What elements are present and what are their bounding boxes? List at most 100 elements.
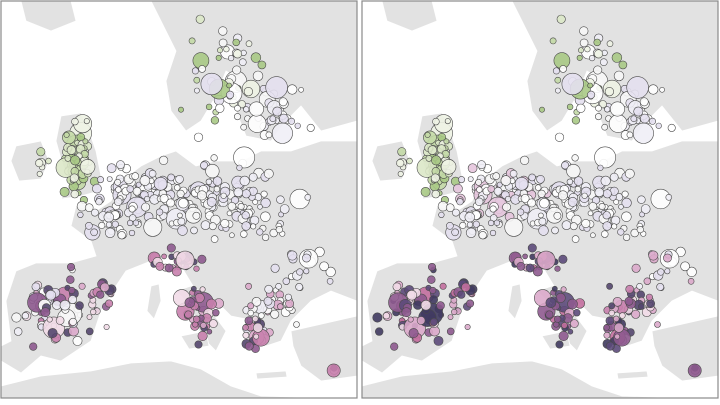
site-marker [594, 113, 602, 121]
site-marker [84, 203, 94, 212]
site-marker [62, 130, 76, 145]
site-marker [148, 169, 157, 178]
site-marker [630, 115, 638, 122]
site-marker [59, 186, 70, 197]
site-marker [594, 49, 604, 59]
site-marker [83, 118, 90, 125]
site-marker [613, 322, 624, 333]
site-marker [194, 292, 205, 303]
site-marker [282, 277, 290, 285]
site-marker [556, 14, 566, 24]
site-marker [464, 212, 475, 223]
site-marker [117, 231, 126, 240]
site-marker [509, 169, 518, 178]
site-marker [294, 122, 301, 129]
site-marker [243, 86, 253, 97]
site-marker [467, 163, 478, 173]
site-marker [171, 266, 182, 277]
site-marker [177, 217, 186, 226]
site-marker [303, 268, 310, 275]
site-marker [206, 196, 217, 207]
site-marker [429, 295, 438, 304]
site-marker [199, 286, 206, 293]
site-marker [98, 221, 106, 229]
site-marker [408, 328, 419, 339]
site-marker [490, 214, 498, 222]
site-marker [595, 104, 602, 112]
site-marker [69, 317, 78, 326]
site-marker [95, 198, 103, 206]
site-marker [532, 266, 543, 277]
site-marker [487, 185, 495, 193]
site-marker [226, 82, 232, 89]
site-marker [390, 342, 399, 351]
site-marker [420, 186, 431, 197]
site-marker [77, 211, 84, 218]
site-marker [164, 263, 174, 273]
site-marker [304, 194, 312, 201]
site-marker [600, 175, 611, 186]
site-marker [90, 228, 98, 237]
site-marker [579, 38, 589, 48]
site-marker [636, 282, 643, 290]
site-marker [67, 262, 76, 271]
site-marker [241, 211, 250, 220]
site-marker [420, 299, 432, 311]
site-marker [244, 341, 254, 351]
site-marker [581, 219, 591, 229]
site-marker [464, 323, 471, 330]
site-marker [493, 219, 501, 226]
site-marker [587, 210, 594, 217]
site-marker [561, 72, 584, 96]
site-marker [257, 204, 263, 210]
site-marker [569, 222, 578, 231]
site-marker [427, 145, 438, 155]
site-marker [613, 199, 620, 205]
site-marker [555, 87, 561, 94]
site-marker [111, 220, 119, 228]
site-marker [617, 228, 625, 236]
site-marker [382, 312, 391, 320]
site-marker [209, 319, 218, 328]
site-marker [275, 226, 283, 234]
site-marker [278, 113, 289, 124]
site-marker [115, 186, 122, 193]
site-marker [296, 268, 304, 276]
site-marker [11, 312, 22, 323]
site-marker [285, 299, 294, 308]
site-marker [79, 159, 96, 175]
site-marker [502, 202, 511, 212]
site-marker [538, 212, 544, 219]
site-marker [496, 181, 503, 188]
site-marker [178, 106, 184, 113]
site-marker [478, 231, 487, 240]
site-marker [637, 195, 646, 204]
site-marker [599, 58, 608, 67]
site-marker [135, 181, 142, 188]
site-marker [85, 222, 93, 230]
site-marker [554, 76, 562, 84]
site-marker [525, 263, 535, 273]
site-marker [567, 328, 574, 335]
site-marker [561, 220, 572, 230]
site-marker [247, 114, 267, 133]
site-marker [86, 314, 93, 320]
site-marker [527, 243, 537, 253]
site-marker [593, 38, 601, 47]
site-marker [444, 118, 451, 125]
site-marker [233, 49, 243, 59]
site-marker [438, 211, 445, 218]
site-marker [654, 321, 661, 328]
site-marker [609, 101, 625, 117]
site-marker [245, 40, 253, 48]
site-marker [554, 132, 565, 142]
site-marker [396, 159, 405, 168]
site-marker [265, 76, 288, 99]
site-marker [217, 47, 223, 54]
site-marker [621, 190, 629, 198]
site-marker [263, 296, 273, 306]
site-marker [584, 46, 591, 53]
site-marker [475, 178, 482, 186]
site-marker [72, 335, 83, 346]
site-marker [392, 282, 402, 292]
